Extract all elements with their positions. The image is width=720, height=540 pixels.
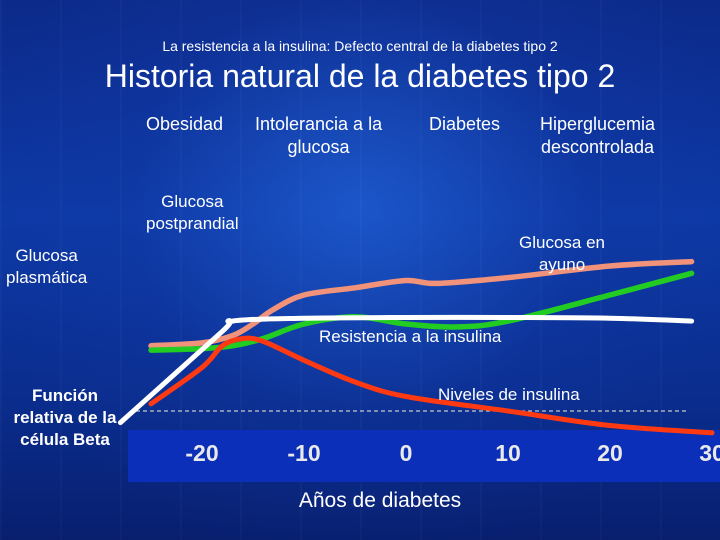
x-tick-label: 20: [597, 440, 623, 466]
label-funcion-line3: célula Beta: [20, 430, 110, 449]
label-glucosa-ayuno-line2: ayuno: [538, 255, 586, 274]
stage-intolerancia-line1: Intolerancia a la: [255, 114, 383, 134]
stage-hiperglucemia-line2: descontrolada: [540, 137, 655, 157]
label-glucosa-plasmatica-line2: plasmática: [6, 268, 88, 287]
label-postprandial: Glucosa postprandial: [146, 191, 239, 235]
insulin-levels-line: [148, 335, 715, 436]
x-tick-label: 0: [400, 440, 413, 466]
stage-obesidad: Obesidad: [146, 114, 224, 134]
page-title: Historia natural de la diabetes tipo 2: [104, 58, 616, 94]
x-tick-label: 10: [495, 440, 521, 466]
label-glucosa-plasmatica-line1: Glucosa: [15, 246, 78, 265]
postprandial-glucose-line: [148, 258, 695, 349]
x-axis-label: Años de diabetes: [298, 489, 462, 512]
stage-intolerancia: Intolerancia a la glucosa: [255, 113, 382, 159]
label-niveles-insulina: Niveles de insulina: [438, 385, 580, 404]
stage-intolerancia-line2: glucosa: [287, 137, 350, 157]
label-funcion-line2: relativa de la: [13, 408, 117, 427]
x-tick-label: 30: [699, 440, 720, 466]
x-axis-ticks: -20 -10 0 10 20 30: [185, 440, 720, 466]
stage-hiperglucemia-line1: Hiperglucemia: [540, 114, 656, 134]
label-funcion-line1: Función: [31, 386, 99, 405]
label-glucosa-ayuno: Glucosa en ayuno: [519, 232, 605, 276]
insulin-resistance-line: [117, 314, 695, 426]
label-glucosa-plasmatica: Glucosa plasmática: [6, 245, 87, 289]
label-resistencia-insulina: Resistencia a la insulina: [319, 327, 502, 346]
x-axis-band: [128, 430, 720, 482]
stage-diabetes: Diabetes: [429, 114, 501, 134]
label-postprandial-line1: Glucosa: [161, 192, 224, 211]
stage-hiperglucemia: Hiperglucemia descontrolada: [540, 113, 655, 159]
x-tick-label: -20: [185, 440, 218, 466]
label-glucosa-ayuno-line1: Glucosa en: [519, 233, 605, 252]
subtitle: La resistencia a la insulina: Defecto ce…: [162, 38, 558, 54]
label-funcion-celula-beta: Función relativa de la célula Beta: [2, 385, 128, 451]
label-postprandial-line2: postprandial: [146, 214, 239, 233]
x-tick-label: -10: [287, 440, 320, 466]
